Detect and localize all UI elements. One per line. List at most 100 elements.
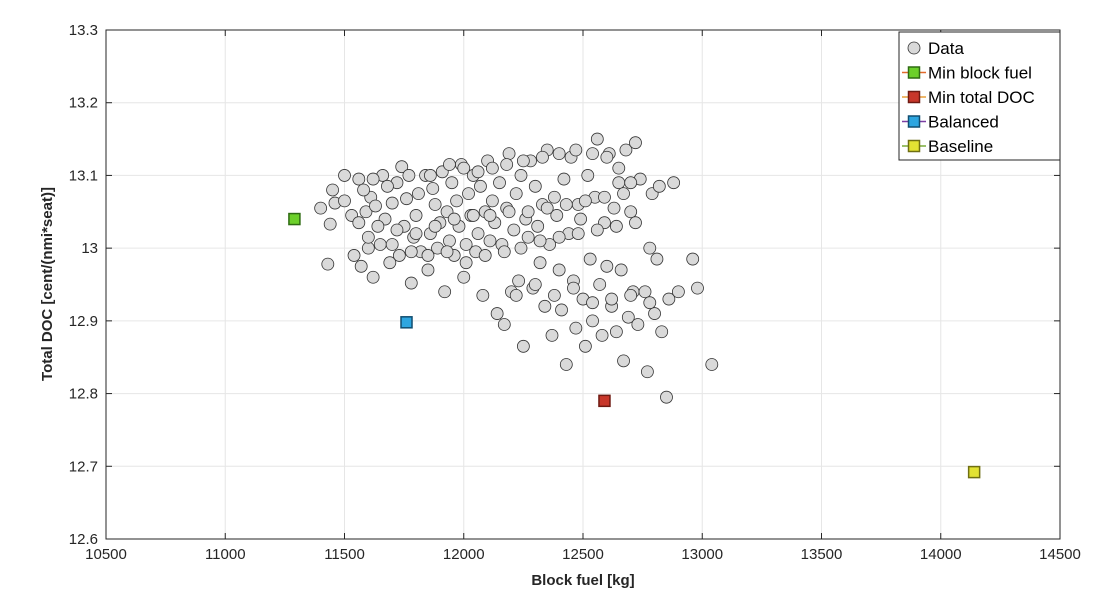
data-point: [502, 147, 516, 161]
legend-label: Balanced: [928, 113, 999, 132]
data-point: [423, 169, 437, 182]
data-point: [586, 296, 599, 310]
marker-min-total-doc: [598, 394, 611, 408]
data-point: [598, 190, 611, 204]
y-tick-label: 12.8: [69, 386, 98, 403]
data-point: [443, 158, 456, 171]
legend-label: Baseline: [928, 137, 993, 156]
x-tick-label: 11000: [205, 546, 246, 563]
data-point: [614, 263, 628, 277]
data-point: [457, 270, 471, 284]
data-point: [402, 169, 416, 182]
data-point: [528, 179, 542, 193]
data-point: [476, 289, 490, 302]
data-point: [514, 169, 528, 182]
y-tick-label: 12.6: [69, 531, 98, 548]
data-point: [538, 299, 552, 313]
data-point: [373, 238, 387, 251]
data-point: [512, 274, 526, 288]
data-point: [497, 318, 511, 331]
data-point: [672, 285, 685, 299]
data-point: [443, 234, 456, 248]
marker-balanced: [400, 316, 413, 329]
data-point: [450, 194, 463, 208]
data-point: [500, 158, 514, 171]
data-point: [493, 176, 506, 190]
data-point: [617, 187, 630, 201]
data-point: [550, 209, 564, 222]
data-point: [366, 172, 380, 186]
data-point: [567, 281, 580, 295]
x-tick-label: 10500: [85, 546, 127, 563]
data-point: [502, 205, 516, 219]
data-point: [559, 198, 573, 211]
data-point: [691, 281, 704, 295]
data-point: [662, 292, 676, 306]
data-point: [323, 217, 337, 231]
data-point: [583, 252, 597, 266]
data-point: [586, 147, 599, 161]
data-point: [531, 219, 545, 233]
y-tick-label: 13: [81, 240, 98, 257]
data-point: [509, 289, 523, 302]
data-point: [547, 289, 561, 302]
data-point: [559, 358, 573, 371]
data-point: [400, 192, 413, 206]
data-point: [578, 339, 592, 353]
data-point: [586, 314, 599, 328]
data-point: [321, 257, 335, 271]
data-point: [459, 256, 473, 270]
data-point: [612, 161, 626, 175]
data-point: [578, 194, 592, 208]
data-point: [650, 252, 664, 266]
data-point: [404, 245, 418, 259]
legend-symbol: [907, 90, 921, 104]
data-point: [354, 259, 368, 273]
data-point: [516, 154, 530, 168]
data-point: [643, 296, 657, 310]
data-point: [686, 252, 700, 266]
legend-box: [898, 31, 1061, 161]
data-point: [447, 212, 461, 226]
data-point: [655, 325, 669, 339]
data-point: [536, 150, 549, 164]
data-point: [643, 241, 657, 255]
data-point: [607, 201, 621, 215]
data-point: [569, 143, 583, 157]
legend-label: Data: [928, 39, 964, 58]
data-point: [590, 132, 604, 146]
y-axis-label: Total DOC [cent/(nmi*seat)]: [39, 187, 56, 381]
data-point: [352, 172, 366, 186]
data-point: [395, 160, 409, 174]
data-point: [514, 241, 528, 255]
data-point: [533, 256, 547, 270]
data-point: [640, 365, 654, 379]
x-tick-label: 14000: [920, 546, 962, 563]
data-point: [421, 263, 435, 277]
data-point: [540, 201, 554, 215]
data-point: [552, 263, 566, 277]
data-point: [569, 321, 583, 335]
data-point: [371, 219, 385, 233]
data-points: [288, 132, 981, 479]
axis-ticks: 10500 11000 11500 12000 12500 13000 13500 14000…: [69, 22, 1081, 563]
data-point: [381, 179, 394, 193]
data-point: [624, 176, 638, 190]
data-point: [338, 194, 351, 208]
x-axis-label: Block fuel [kg]: [531, 572, 634, 589]
data-point: [426, 182, 440, 195]
data-point: [571, 227, 585, 241]
legend-symbol-data: [907, 41, 921, 55]
data-point: [485, 161, 499, 175]
data-point: [347, 249, 361, 262]
data-point: [421, 249, 435, 262]
data-point: [438, 285, 452, 299]
data-point: [357, 183, 370, 197]
data-point: [428, 198, 442, 211]
data-point: [314, 201, 328, 215]
data-point: [600, 259, 614, 273]
data-point: [705, 358, 719, 371]
data-point: [359, 205, 373, 219]
data-point: [609, 219, 623, 233]
data-point: [457, 161, 471, 175]
